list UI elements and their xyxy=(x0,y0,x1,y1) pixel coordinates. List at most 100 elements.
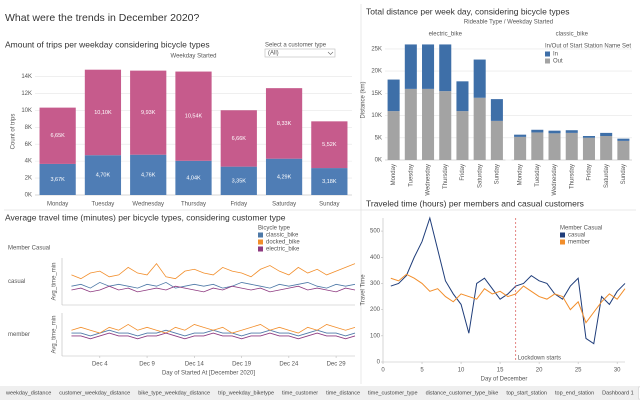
panel-header: classic_bike xyxy=(556,32,589,38)
legend-label: casual xyxy=(568,233,585,239)
bar-segment xyxy=(387,79,400,112)
bar-segment xyxy=(175,71,212,161)
bar-segment xyxy=(439,44,452,92)
bar-segment xyxy=(175,160,212,195)
tab[interactable]: top_start_station xyxy=(506,390,547,396)
bar-segment xyxy=(39,163,76,195)
x-tick-label: Thursday xyxy=(443,164,449,189)
y-tick-label: 5K xyxy=(375,135,382,141)
x-tick-label: Dec 29 xyxy=(327,362,347,368)
bar-segment xyxy=(130,70,167,155)
bar-label: 10,10K xyxy=(94,110,112,116)
legend-swatch xyxy=(560,239,565,245)
x-tick-label: Thursday xyxy=(569,164,575,189)
y-tick-label: 0 xyxy=(377,360,381,366)
x-tick-label: Dec 14 xyxy=(185,362,205,368)
bar-segment xyxy=(600,136,613,160)
x-tick-label: 10 xyxy=(458,368,465,374)
y-tick-label: 200 xyxy=(370,307,381,313)
y-axis-label: Travel Time xyxy=(361,274,367,306)
bar-label: 8,33K xyxy=(277,121,292,127)
tab[interactable]: time_customer_type xyxy=(368,390,418,396)
tab[interactable]: top_end_station xyxy=(555,390,594,396)
bar-segment xyxy=(311,168,348,195)
y-axis-label: Distance (km) xyxy=(361,81,367,118)
active-tab[interactable] xyxy=(638,386,640,400)
tab[interactable]: time_customer xyxy=(282,390,318,396)
filter-value[interactable]: (All) xyxy=(268,51,279,57)
legend-label: electric_bike xyxy=(266,247,300,253)
x-tick-label: 20 xyxy=(536,368,543,374)
legend-swatch xyxy=(258,246,263,252)
dropdown-arrow[interactable] xyxy=(327,51,334,55)
bar-segment xyxy=(531,129,544,133)
dashboard-title: What were the trends in December 2020? xyxy=(5,12,200,24)
bar-segment xyxy=(548,130,561,134)
y-tick-label: 6K xyxy=(25,142,32,148)
bar-segment xyxy=(387,111,400,160)
bar-segment xyxy=(473,97,486,160)
bar-segment xyxy=(404,44,417,89)
bar-segment xyxy=(422,88,435,160)
bar-segment xyxy=(439,91,452,160)
bar-segment xyxy=(265,88,303,159)
x-tick-label: Dec 24 xyxy=(279,362,299,368)
x-tick-label: Friday xyxy=(230,202,247,208)
bar-label: 3,35K xyxy=(232,178,247,184)
bar-segment xyxy=(220,110,257,167)
y-tick-label: 15K xyxy=(371,91,382,97)
tab[interactable]: weekday_distance xyxy=(5,390,51,396)
bar-segment xyxy=(265,158,303,195)
chart-title: Average travel time (minutes) per bicycl… xyxy=(5,212,286,222)
bar-label: 4,76K xyxy=(141,172,156,178)
y-tick-label: 8K xyxy=(25,125,32,131)
legend-swatch xyxy=(545,51,550,57)
legend-label: member xyxy=(568,240,590,246)
facet-label: Member Casual xyxy=(8,246,50,252)
facet-name: member xyxy=(8,332,30,338)
legend-title: In/Out of Start Station Name Set xyxy=(545,44,631,50)
bar-segment xyxy=(565,132,578,160)
bar-segment xyxy=(84,69,122,156)
tab[interactable]: trip_weekday_biketype xyxy=(218,390,274,396)
x-tick-label: Sunday xyxy=(319,202,339,208)
x-tick-label: Wednesday xyxy=(426,164,432,196)
bar-segment xyxy=(404,88,417,160)
x-tick-label: Saturday xyxy=(272,202,296,208)
legend-swatch xyxy=(258,232,263,238)
tab[interactable]: bike_type_weekday_distance xyxy=(138,390,210,396)
bar-segment xyxy=(600,132,613,136)
tab[interactable]: distance_customer_type_bike xyxy=(426,390,499,396)
tab[interactable]: time_distance xyxy=(326,390,360,396)
x-axis-label: Day of December xyxy=(481,377,528,383)
x-tick-label: Monday xyxy=(518,164,524,185)
series-line xyxy=(71,281,356,289)
series-line xyxy=(71,262,356,280)
bar-label: 10,54K xyxy=(185,114,203,120)
x-axis-label: Day of Started At [December 2020] xyxy=(162,371,255,377)
tab[interactable]: Dashboard 1 xyxy=(602,390,634,396)
y-axis-label: Count of trips xyxy=(11,114,17,150)
legend-label: In xyxy=(553,52,558,58)
x-tick-label: Wednesday xyxy=(132,202,164,208)
legend-title: Bicycle type xyxy=(258,226,291,232)
legend-swatch xyxy=(545,58,550,64)
y-tick-label: 400 xyxy=(370,255,381,261)
filter-dropdown[interactable] xyxy=(264,48,336,58)
y-axis-label: Avg_time_min xyxy=(52,263,58,301)
x-tick-label: Dec 4 xyxy=(92,362,108,368)
bar-segment xyxy=(490,99,503,121)
y-tick-label: 20K xyxy=(371,69,382,75)
tab[interactable]: customer_weekday_distance xyxy=(59,390,130,396)
bar-segment xyxy=(617,140,630,160)
x-tick-label: Wednesday xyxy=(552,164,558,196)
chart-title: Total distance per week day, considering… xyxy=(366,6,569,16)
bar-segment xyxy=(220,166,257,195)
series-line xyxy=(71,285,356,293)
x-tick-label: Tuesday xyxy=(535,164,541,187)
x-tick-label: Friday xyxy=(587,164,593,181)
annotation-text: Lockdown starts xyxy=(518,356,561,362)
x-tick-label: Sunday xyxy=(621,164,627,184)
